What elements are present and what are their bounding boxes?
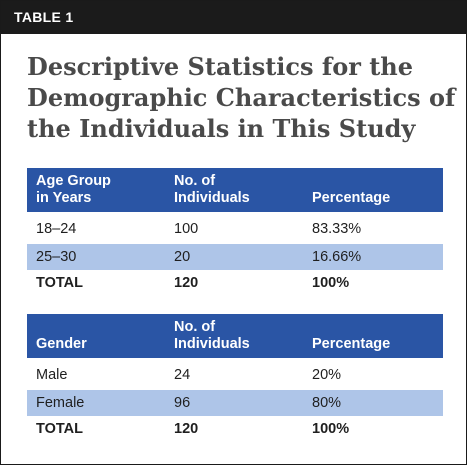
total-value: 100% [312,421,350,437]
table-label: TABLE 1 [14,9,74,25]
header-cell: Individuals [174,190,250,206]
table-cell: Female [36,395,85,411]
header-cell: No. of [174,173,216,189]
total-value: 120 [174,275,199,291]
table-row: 25–30 20 16.66% [27,244,443,270]
table-row: Female 96 80% [27,390,443,416]
table-row: 18–24 100 83.33% [27,216,443,242]
header-cell: in Years [36,190,92,206]
total-label: TOTAL [36,275,83,291]
table-row: Male 24 20% [27,362,443,388]
table-total-row: TOTAL 120 100% [27,416,443,442]
header-cell: Percentage [312,190,391,206]
header-cell: Gender [36,336,87,352]
table-cell: 20 [174,249,191,265]
total-value: 100% [312,275,350,291]
header-cell: Individuals [174,336,250,352]
table-cell: 20% [312,367,342,383]
table-cell: 18–24 [36,221,77,237]
table-cell: 96 [174,395,191,411]
table-label-bar: TABLE 1 [1,1,466,34]
table-cell: 80% [312,395,342,411]
table-title: Descriptive Statistics for the Demograph… [27,52,456,143]
header-cell: Percentage [312,336,391,352]
table-cell: 24 [174,367,191,383]
total-value: 120 [174,421,199,437]
table-cell: 16.66% [312,249,362,265]
table-cell: Male [36,367,68,383]
header-cell: Age Group [36,173,111,189]
total-label: TOTAL [36,421,83,437]
table-total-row: TOTAL 120 100% [27,270,443,296]
table-cell: 25–30 [36,249,77,265]
table-header-row: Gender No. of Individuals Percentage [27,314,443,358]
table-cell: 100 [174,221,199,237]
header-cell: No. of [174,319,216,335]
table-cell: 83.33% [312,221,362,237]
table-header-row: Age Group in Years No. of Individuals Pe… [27,168,443,212]
